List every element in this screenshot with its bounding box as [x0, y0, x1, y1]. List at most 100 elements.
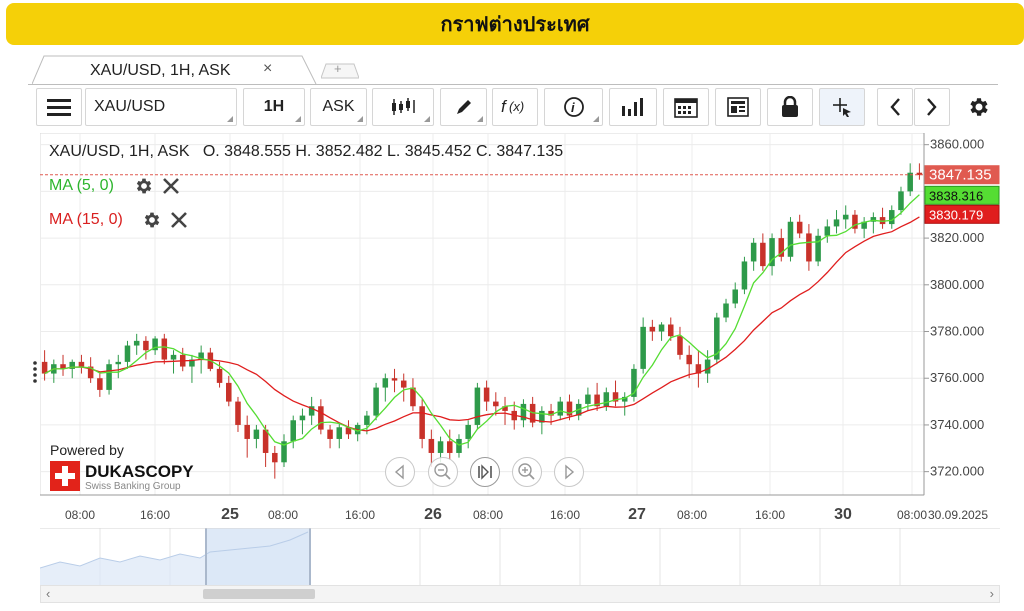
ohlc-legend: XAU/USD, 1H, ASK O. 3848.555 H. 3852.482…: [49, 143, 564, 160]
scroll-right-icon: [565, 464, 575, 480]
candle-body: [695, 364, 702, 374]
price-tick-label: 3800.000: [930, 277, 984, 292]
candle-body: [870, 217, 877, 222]
ma5-line: [44, 194, 920, 446]
scroll-left-button[interactable]: [385, 457, 415, 487]
reset-view-icon: [478, 464, 492, 480]
candle-body: [60, 364, 66, 369]
price-chart[interactable]: 3860.0003840.0003820.0003800.0003780.000…: [39, 132, 1000, 528]
candle-body: [852, 214, 858, 229]
lock-button[interactable]: [767, 88, 813, 126]
next-button[interactable]: [914, 88, 950, 126]
reset-view-button[interactable]: [470, 457, 500, 487]
time-tick-label: 26: [424, 506, 442, 523]
menu-button[interactable]: [36, 88, 82, 126]
prev-button[interactable]: [877, 88, 913, 126]
volume-button[interactable]: [609, 88, 657, 126]
settings-button[interactable]: [956, 88, 1002, 126]
ma15-line: [44, 216, 920, 432]
candle-body: [686, 354, 692, 365]
candle-body: [410, 387, 416, 407]
chart-canvas[interactable]: 3860.0003840.0003820.0003800.0003780.000…: [39, 132, 1000, 528]
scrollbar-thumb[interactable]: [203, 589, 315, 599]
time-tick-label: 27: [628, 506, 646, 523]
calendar-button[interactable]: [663, 88, 709, 126]
tab-shape: [32, 55, 317, 85]
scroll-right-button[interactable]: [554, 457, 584, 487]
zoom-in-icon: [518, 463, 535, 480]
candle-body: [115, 361, 122, 365]
candle-body: [815, 235, 821, 262]
tab-label: XAU/USD, 1H, ASK: [90, 62, 231, 79]
tab-close-icon[interactable]: ×: [263, 60, 273, 77]
zoom-in-button[interactable]: [512, 457, 542, 487]
page-banner: กราฟต่างประเทศ: [6, 3, 1024, 45]
dropdown-corner-icon: [227, 116, 233, 122]
candle-body: [465, 424, 471, 439]
candle-body: [382, 378, 389, 388]
candle-body: [447, 441, 453, 453]
period-select[interactable]: 1H: [243, 88, 305, 126]
time-tick-label: 16:00: [550, 508, 580, 522]
candle-body: [272, 452, 278, 463]
candle-body: [750, 242, 757, 262]
scroll-right-arrow-icon[interactable]: ›: [989, 586, 994, 601]
candle-body: [364, 415, 370, 425]
candle-body: [41, 361, 48, 374]
side-select[interactable]: ASK: [310, 88, 367, 126]
calendar-icon: [674, 98, 698, 118]
candle-body: [152, 338, 158, 351]
crosshair-button[interactable]: [819, 88, 865, 126]
chart-scrollbar[interactable]: ‹ ›: [40, 585, 1000, 603]
candle-body: [769, 238, 775, 267]
chart-navigator[interactable]: [39, 527, 1000, 585]
chart-type-button[interactable]: [372, 88, 434, 126]
tab-baseline: [28, 84, 998, 85]
scroll-left-arrow-icon[interactable]: ‹: [46, 586, 51, 601]
svg-text:f: f: [501, 97, 508, 116]
dropdown-corner-icon: [477, 116, 483, 122]
navigator-canvas[interactable]: [39, 527, 1000, 585]
candle-body: [732, 289, 738, 304]
candle-body: [474, 387, 481, 425]
news-button[interactable]: [715, 88, 761, 126]
ma5-label: MA (5, 0): [49, 177, 114, 194]
dukascopy-logo: DUKASCOPY Swiss Banking Group: [50, 460, 200, 497]
candle-body: [898, 191, 904, 211]
dropdown-corner-icon: [593, 116, 599, 122]
gear-icon[interactable]: [134, 176, 154, 196]
tab-xau-usd[interactable]: XAU/USD, 1H, ASK ×: [32, 55, 318, 85]
crosshair-icon: [833, 98, 851, 117]
instrument-select[interactable]: XAU/USD: [85, 88, 237, 126]
time-tick-label: 08:00: [897, 508, 927, 522]
close-icon[interactable]: [162, 177, 180, 195]
zoom-out-button[interactable]: [428, 457, 458, 487]
info-button[interactable]: i: [544, 88, 603, 126]
logo-brand-text: DUKASCOPY: [85, 462, 194, 481]
price-tick-label: 3720.000: [930, 464, 984, 479]
time-axis: 08:00 16:00 25 08:00 16:00 26 08:00 16:00 27 08:0…: [40, 494, 988, 523]
candle-body: [345, 427, 352, 435]
indicators-button[interactable]: f (x): [492, 88, 538, 126]
time-tick-label: 16:00: [755, 508, 785, 522]
time-tick-label: 08:00: [268, 508, 298, 522]
plot-background: [39, 132, 925, 496]
candle-body: [456, 438, 462, 453]
candle-body: [198, 352, 204, 360]
close-icon[interactable]: [170, 211, 188, 229]
gear-icon[interactable]: [142, 210, 162, 230]
last-price-tag-bg: [924, 165, 1000, 185]
add-tab-button[interactable]: +: [320, 61, 360, 79]
candle-body: [97, 378, 103, 390]
settings-icon: [970, 98, 988, 116]
candle-body: [502, 406, 508, 411]
drag-handle-icon[interactable]: [32, 360, 38, 384]
time-tick-label: 30.09.2025: [928, 508, 988, 522]
zoom-out-icon: [434, 463, 451, 480]
candle-body: [861, 221, 867, 229]
candle-body: [649, 326, 656, 332]
candle-body: [428, 438, 435, 453]
draw-button[interactable]: [440, 88, 487, 126]
candle-body: [493, 401, 499, 407]
candle-body: [318, 406, 324, 430]
